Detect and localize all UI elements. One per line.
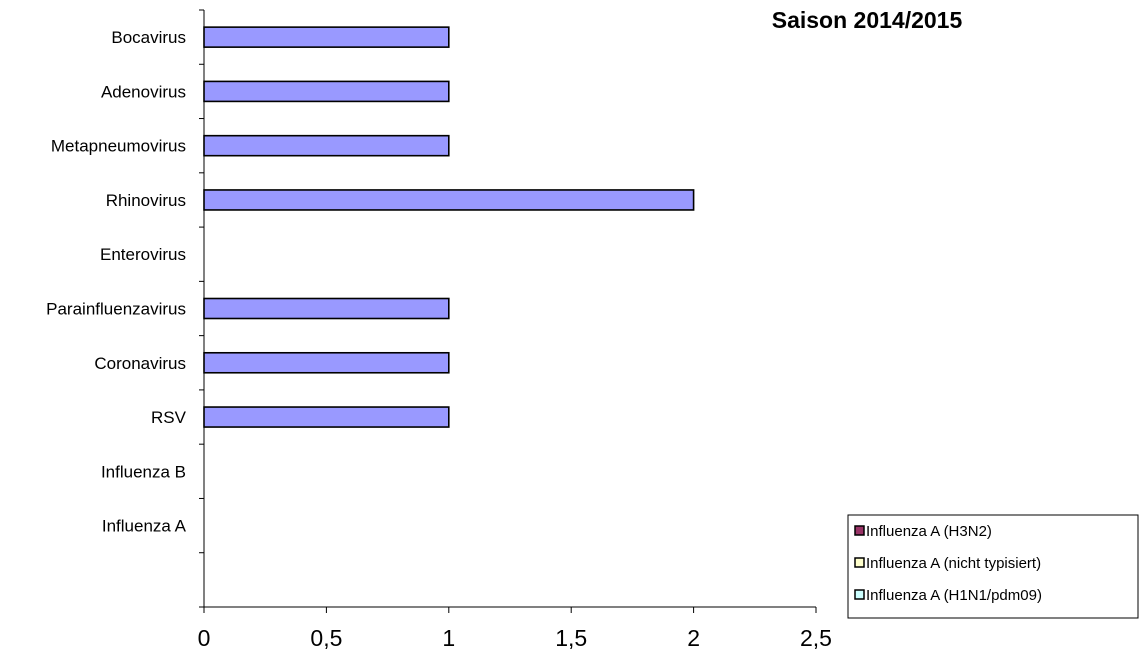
legend-swatch xyxy=(854,557,865,568)
legend-label: Influenza A (H1N1/pdm09) xyxy=(866,587,1042,604)
category-label: Metapneumovirus xyxy=(51,137,186,156)
category-label: Parainfluenzavirus xyxy=(46,300,186,319)
x-tick-label: 1,5 xyxy=(555,625,587,651)
legend-label: Influenza A (H3N2) xyxy=(866,523,992,540)
bar-rsv xyxy=(203,406,450,428)
category-label: Rhinovirus xyxy=(106,191,186,210)
x-tick-label: 2,5 xyxy=(800,625,832,651)
category-label: Enterovirus xyxy=(100,245,186,264)
chart-title: Saison 2014/2015 xyxy=(772,7,963,33)
bar-metapneumovirus xyxy=(203,134,450,157)
x-tick-label: 0 xyxy=(198,625,211,651)
legend-swatch xyxy=(854,525,865,536)
bar-rhinovirus xyxy=(203,189,695,211)
category-label: Adenovirus xyxy=(101,82,186,101)
bar-coronavirus xyxy=(203,351,450,374)
legend-label: Influenza A (nicht typisiert) xyxy=(866,555,1041,572)
legend: Influenza A (H3N2) Influenza A (nicht typ… xyxy=(847,514,1139,619)
legend-box xyxy=(847,514,1139,619)
category-label: Influenza B xyxy=(101,462,186,481)
bar-bocavirus xyxy=(203,26,450,48)
category-label: Coronavirus xyxy=(94,354,186,373)
x-tick-label: 0,5 xyxy=(310,625,342,651)
legend-swatch xyxy=(854,589,865,600)
category-label: Influenza A xyxy=(102,517,187,536)
bar-adenovirus xyxy=(203,80,450,103)
x-tick-label: 2 xyxy=(687,625,700,651)
plot-area: Bocavirus Adenovirus Metapneumovirus Rhinov… xyxy=(46,9,832,651)
bar-parainfluenzavirus xyxy=(203,297,450,320)
category-label: RSV xyxy=(151,408,187,427)
x-tick-label: 1 xyxy=(442,625,455,651)
category-label: Bocavirus xyxy=(111,28,186,47)
